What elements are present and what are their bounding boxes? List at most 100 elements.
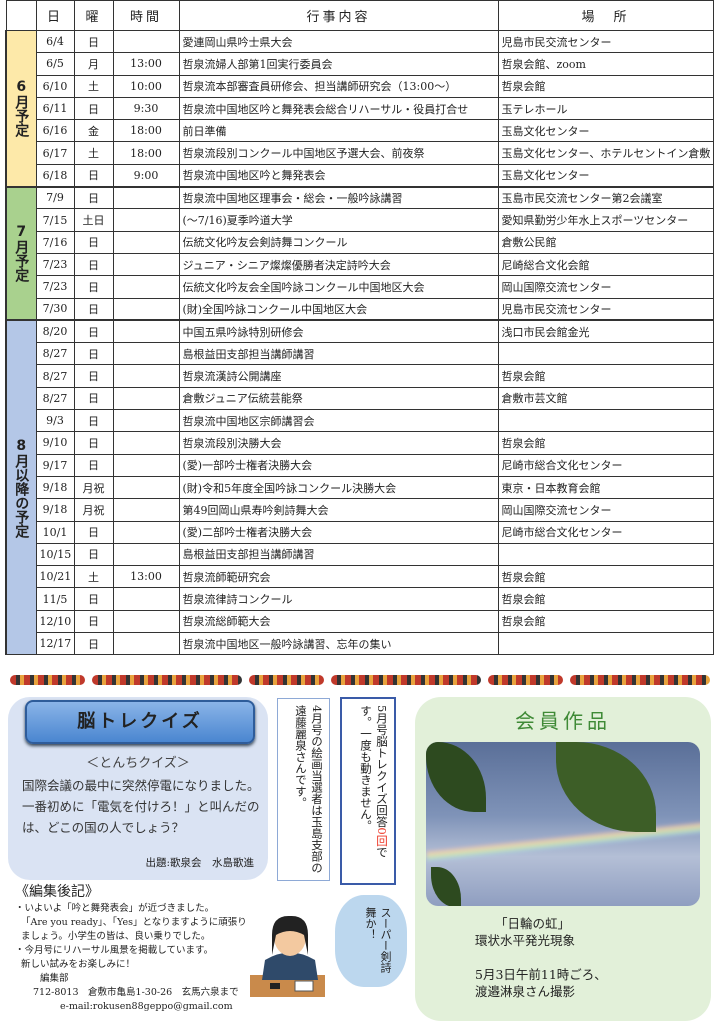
date-cell: 8/27 [35,364,75,388]
notes-line: ・今月号にリハーサル風景を掲載しています。 [15,945,214,956]
date-cell: 7/23 [35,252,75,277]
time-cell [112,364,180,388]
time-cell: 10:00 [112,74,180,98]
place-cell: 哲泉会館 [497,609,714,634]
caption-subtitle: 環状水平発光現象 [475,933,576,948]
table-row: 6/5 月 13:00 哲泉流婦人部第1回実行委員会 哲泉会館、zoom [6,52,714,76]
weekday-cell: 月 [73,52,114,76]
photo-caption: 「日輪の虹」 環状水平発光現象 5月3日午前11時ごろ、 渡邉淋泉さん撮影 [475,915,607,1000]
time-cell [112,587,180,611]
quiz-title: 脳トレクイズ [25,700,255,744]
date-cell: 6/5 [35,52,75,76]
weekday-cell: 日 [73,587,114,611]
table-row: 7/15 土日 (～7/16)夏季吟道大学 愛知県勤労少年水上スポーツセンター [6,208,714,232]
answer-rest: です。一度も動きません。 [359,705,389,858]
place-cell: 玉島市民交流センター第2会議室 [497,185,714,210]
time-cell [112,386,180,411]
place-cell: 哲泉会館、zoom [497,52,714,76]
event-cell: (～7/16)夏季吟道大学 [178,208,499,232]
event-cell: 哲泉流律詩コンクール [178,587,499,611]
notes-line: 新しい試みをお楽しみに！ [21,959,136,970]
quiz-author: 出題:歌泉会 水島歌進 [145,857,254,869]
place-cell [497,542,714,567]
weekday-cell: 日 [73,520,114,544]
time-cell [112,409,180,433]
group-label: 6月予定 [5,29,37,188]
weekday-cell: 日 [73,163,114,188]
table-row: 8/27 日 哲泉流漢詩公開講座 哲泉会館 [6,364,714,388]
place-cell: 哲泉会館 [497,565,714,589]
weekday-cell: 土 [73,74,114,98]
event-cell: 哲泉流婦人部第1回実行委員会 [178,52,499,76]
place-cell: 愛知県勤労少年水上スポーツセンター [497,208,714,232]
weekday-cell: 月祝 [73,498,114,522]
place-cell: 尼崎総合文化会館 [497,252,714,277]
time-cell: 13:00 [112,52,180,76]
event-cell: (愛)二部吟士権者決勝大会 [178,520,499,544]
event-cell: 哲泉流中国地区一般吟詠講習、忘年の集い [178,632,499,656]
date-cell: 9/10 [35,431,75,455]
notes-line: 編集部 [40,973,69,984]
time-cell [112,275,180,299]
date-cell: 8/27 [35,386,75,411]
table-row: 6/11 日 9:30 哲泉流中国地区吟と舞発表会総合リハーサル・役員打合せ 玉テレホー… [6,96,714,121]
time-cell [112,29,180,54]
caption-date: 5月3日午前11時ごろ、 [475,967,607,982]
event-cell: 島根益田支部担当講師講習 [178,542,499,567]
column-header: 場 所 [497,0,714,31]
time-cell: 9:00 [112,163,180,188]
table-row: 10/1 日 (愛)二部吟士権者決勝大会 尼崎市総合文化センター [6,520,714,544]
weekday-cell: 日 [73,364,114,388]
table-row: 6月予定 6/4 日愛連岡山県吟士県大会 児島市民交流センター [5,29,714,188]
column-header: 時間 [112,0,180,31]
place-cell: 玉島文化センター [497,119,714,143]
weekday-cell: 日 [73,542,114,567]
date-cell: 7/9 [35,185,75,210]
weekday-cell: 土 [73,565,114,589]
table-row: 9/10 日 哲泉流段別決勝大会 哲泉会館 [6,431,714,455]
column-header: 日 [35,0,75,31]
date-cell: 7/23 [35,275,75,299]
table-row: 10/21 土 13:00 哲泉流師範研究会 哲泉会館 [6,565,714,589]
notes-line: 「Are you ready」、「Yes」となりますように頑張り [21,917,247,928]
rainbow-photo [426,742,700,906]
date-cell: 8/27 [35,342,75,366]
place-cell: 尼崎市総合文化センター [497,520,714,544]
date-cell: 8/20 [35,319,75,344]
table-row: 6/17 土 18:00 哲泉流段別コンクール中国地区予選大会、前夜祭 玉島文化センター… [6,141,714,165]
weekday-cell: 日 [73,252,114,277]
table-row: 12/17 日 哲泉流中国地区一般吟詠講習、忘年の集い [6,632,714,656]
event-cell: 哲泉流段別決勝大会 [178,431,499,455]
place-cell: 哲泉会館 [497,364,714,388]
weekday-cell: 日 [73,185,114,210]
place-cell: 倉敷市芸文館 [497,386,714,411]
place-cell [497,409,714,433]
place-cell: 倉敷公民館 [497,230,714,254]
time-cell [112,632,180,656]
event-cell: 哲泉流本部審査員研修会、担当講師研究会（13:00～） [178,74,499,98]
date-cell: 12/10 [35,609,75,634]
time-cell [112,208,180,232]
date-cell: 6/16 [35,119,75,143]
notes-line: ましょう。小学生の皆は、良い乗りでした。 [21,931,211,942]
event-cell: 哲泉流総師範大会 [178,609,499,634]
event-cell: 第49回岡山県寿吟剣詩舞大会 [178,498,499,522]
weekday-cell: 土 [73,141,114,165]
weekday-cell: 日 [73,386,114,411]
table-row: 8/27 日 倉敷ジュニア伝統芸能祭 倉敷市芸文館 [6,386,714,411]
table-row: 7/30 日 (財)全国吟詠コンクール中国地区大会 児島市民交流センター [6,297,714,321]
table-row: 8月以降の予定 8/20 日中国五県吟詠特別研修会 浅口市民会館金光 [5,319,714,656]
place-cell: 玉テレホール [497,96,714,121]
date-cell: 7/15 [35,208,75,232]
table-row: 7/23 日 伝統文化吟友会全国吟詠コンクール中国地区大会 岡山国際交流センター [6,275,714,299]
place-cell: 玉島文化センター、ホテルセントイン倉敷 [497,141,714,165]
weekday-cell: 日 [73,230,114,254]
place-cell: 玉島文化センター [497,163,714,188]
event-cell: 前日準備 [178,119,499,143]
time-cell [112,230,180,254]
table-row: 10/15 日 島根益田支部担当講師講習 [6,542,714,567]
time-cell [112,475,180,500]
group-label: 8月以降の予定 [5,319,37,656]
table-row: 7/23 日 ジュニア・シニア燦燦優勝者決定詩吟大会 尼崎総合文化会館 [6,252,714,277]
table-row: 11/5 日 哲泉流律詩コンクール 哲泉会館 [6,587,714,611]
